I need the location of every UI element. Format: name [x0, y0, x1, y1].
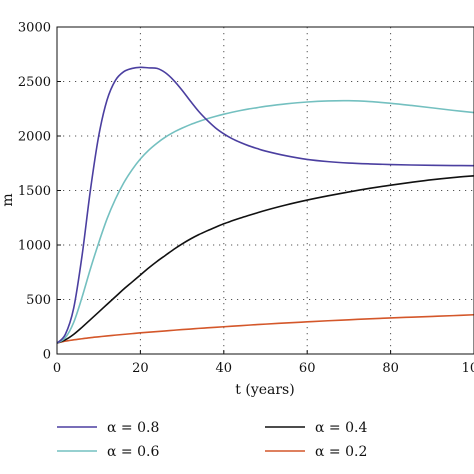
series-line-0 — [56, 66, 474, 344]
y-tick-label: 2000 — [18, 130, 51, 145]
legend-entry-label: α = 0.2 — [315, 444, 367, 460]
y-tick-label: 1500 — [18, 184, 51, 199]
x-tick-label: 0 — [53, 361, 61, 376]
y-axis-label: m — [0, 193, 16, 206]
legend-entry-label: α = 0.4 — [315, 420, 367, 436]
x-tick-label: 80 — [382, 361, 399, 376]
x-tick-label: 40 — [216, 361, 233, 376]
x-tick-label: 60 — [299, 361, 316, 376]
y-tick-label: 1000 — [18, 239, 51, 254]
series-line-2 — [56, 174, 474, 344]
series-lines — [56, 66, 474, 344]
legend-entry-label: α = 0.8 — [107, 420, 159, 436]
x-axis-label: t (years) — [235, 382, 294, 398]
legend: α = 0.8 α = 0.4 α = 0.6 α = 0.2 — [57, 420, 367, 460]
y-tick-label: 3000 — [18, 21, 51, 36]
series-line-3 — [56, 313, 474, 344]
legend-entry-label: α = 0.6 — [107, 444, 159, 460]
y-axis-ticks: 0 500 1000 1500 2000 2500 3000 — [18, 21, 61, 363]
grid-lines — [57, 27, 474, 354]
y-tick-label: 0 — [43, 348, 51, 363]
x-axis-ticks: 0 20 40 60 80 100 — [53, 350, 474, 376]
y-tick-label: 500 — [26, 293, 51, 308]
series-line-1 — [56, 99, 474, 344]
x-tick-label: 100 — [462, 361, 474, 376]
y-tick-label: 2500 — [18, 75, 51, 90]
x-tick-label: 20 — [132, 361, 149, 376]
